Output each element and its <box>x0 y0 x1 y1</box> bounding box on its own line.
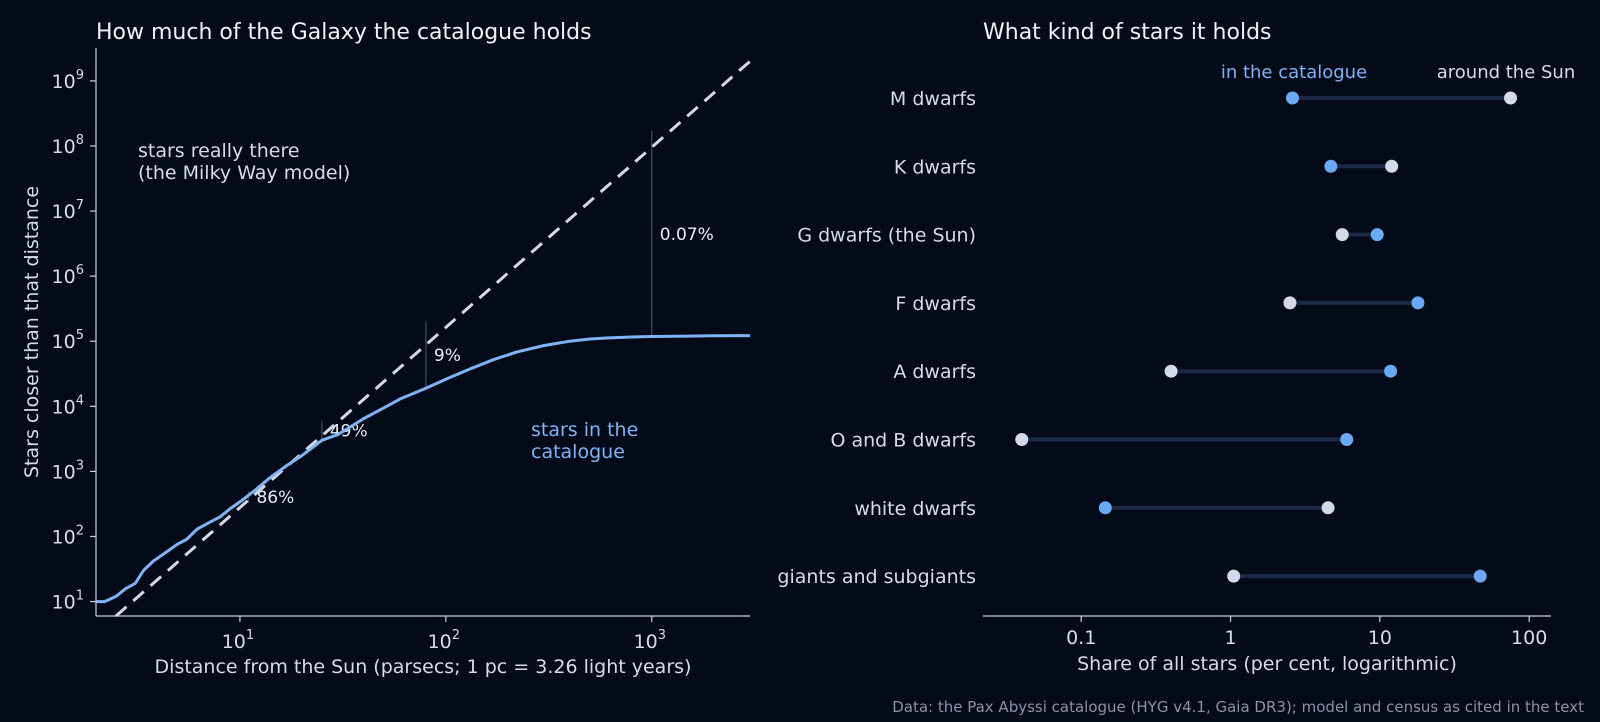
dot-catalogue-7 <box>1473 569 1487 583</box>
left-y-tick-label-7: 108 <box>52 133 84 158</box>
dot-catalogue-2 <box>1370 228 1384 242</box>
dot-around-sun-7 <box>1227 569 1241 583</box>
category-label-2: G dwarfs (the Sun) <box>797 225 976 247</box>
category-label-7: giants and subgiants <box>777 566 976 588</box>
left-x-ticks: 101 102 103 <box>222 616 666 653</box>
dot-around-sun-3 <box>1283 296 1297 310</box>
dot-around-sun-4 <box>1164 364 1178 378</box>
category-label-4: A dwarfs <box>893 361 976 383</box>
dot-catalogue-4 <box>1384 364 1398 378</box>
dot-around-sun-6 <box>1321 501 1335 515</box>
left-chart-title: How much of the Galaxy the catalogue hol… <box>96 20 592 45</box>
left-y-tick-label-0: 101 <box>52 589 84 614</box>
left-y-axis-label: Stars closer than that distance <box>21 186 43 478</box>
right-x-tick-label-3: 100 <box>1511 627 1547 649</box>
dot-catalogue-6 <box>1098 501 1112 515</box>
right-x-tick-label-0: 0.1 <box>1066 627 1096 649</box>
gap-label-0: 86% <box>256 488 294 508</box>
category-label-1: K dwarfs <box>894 156 976 178</box>
model-line <box>114 60 751 618</box>
catalogue-series-label-line2: catalogue <box>531 441 625 463</box>
left-y-tick-label-2: 103 <box>52 458 84 483</box>
left-plot-area: 86% 49% 9% 0.07% <box>96 60 751 618</box>
catalogue-series-label: stars in the <box>531 419 638 441</box>
left-y-ticks: 101 102 103 104 105 106 107 108 109 <box>52 68 96 614</box>
data-credit: Data: the Pax Abyssi catalogue (HYG v4.1… <box>892 698 1584 716</box>
category-label-3: F dwarfs <box>895 293 976 315</box>
right-chart-title: What kind of stars it holds <box>983 20 1272 45</box>
right-x-tick-label-2: 10 <box>1368 627 1392 649</box>
model-series-label: stars really there <box>138 140 300 162</box>
left-x-tick-label-1: 102 <box>428 628 460 653</box>
left-x-tick-label-2: 103 <box>634 628 666 653</box>
left-y-tick-label-6: 107 <box>52 198 84 223</box>
dot-catalogue-3 <box>1411 296 1425 310</box>
right-x-ticks: 0.1 1 10 100 <box>1066 616 1547 649</box>
gap-label-2: 9% <box>434 346 461 366</box>
left-x-tick-label-0: 101 <box>222 628 254 653</box>
dot-around-sun-2 <box>1335 228 1349 242</box>
left-x-axis-label: Distance from the Sun (parsecs; 1 pc = 3… <box>155 656 692 678</box>
dot-catalogue-0 <box>1285 91 1299 105</box>
dot-catalogue-1 <box>1324 159 1338 173</box>
category-label-6: white dwarfs <box>854 498 976 520</box>
dot-around-sun-5 <box>1015 433 1029 446</box>
right-chart: What kind of stars it holds in the catal… <box>777 20 1575 675</box>
legend-around-sun: around the Sun <box>1437 62 1576 83</box>
left-y-tick-label-4: 105 <box>52 328 84 353</box>
gap-label-1: 49% <box>330 422 368 442</box>
category-label-0: M dwarfs <box>890 88 976 110</box>
right-plot-area: M dwarfs K dwarfs G dwarfs (the Sun) F dwar… <box>777 88 1518 588</box>
dot-catalogue-5 <box>1340 433 1354 446</box>
dot-around-sun-1 <box>1385 159 1399 173</box>
catalogue-line <box>96 334 751 604</box>
legend-catalogue: in the catalogue <box>1221 62 1367 83</box>
left-y-tick-label-1: 102 <box>52 523 84 548</box>
category-label-5: O and B dwarfs <box>831 430 977 452</box>
left-y-tick-label-8: 109 <box>52 68 84 93</box>
gap-label-3: 0.07% <box>660 225 714 245</box>
left-y-tick-label-5: 106 <box>52 263 84 288</box>
left-y-tick-label-3: 104 <box>52 393 84 418</box>
left-chart: How much of the Galaxy the catalogue hol… <box>21 20 751 678</box>
model-series-label-line2: (the Milky Way model) <box>138 162 350 184</box>
right-x-tick-label-1: 1 <box>1224 627 1236 649</box>
dot-around-sun-0 <box>1504 91 1518 105</box>
right-x-axis-label: Share of all stars (per cent, logarithmi… <box>1077 653 1457 675</box>
